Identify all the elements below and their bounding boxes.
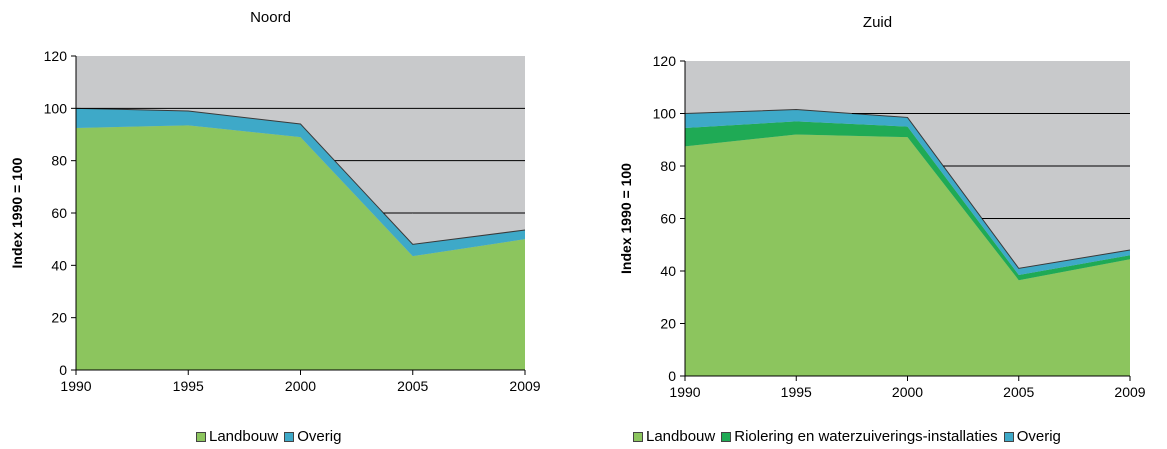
y-tick-label: 20 — [51, 310, 67, 326]
legend-noord: Landbouw Overig — [196, 428, 347, 445]
x-tick-label: 2005 — [1003, 384, 1034, 400]
area-landbouw — [685, 134, 1130, 376]
y-tick-label: 120 — [44, 48, 68, 64]
y-tick-label: 120 — [653, 53, 677, 69]
chart-noord-plot: 0 20 40 60 80 100 120 1990 1995 2000 2005 2009 Noord… — [9, 9, 541, 394]
legend-swatch — [284, 431, 295, 442]
x-tick-label: 2005 — [397, 378, 428, 394]
y-tick-label: 100 — [653, 106, 677, 122]
legend-item-landbouw: Landbouw — [196, 428, 278, 445]
y-tick-label: 0 — [59, 362, 67, 378]
x-tick-label: 1990 — [669, 384, 700, 400]
legend-swatch — [196, 431, 206, 442]
area-riolering-en-waterzuiverings-installaties — [685, 121, 1130, 281]
x-tick-label: 2000 — [285, 378, 316, 394]
y-tick-label: 80 — [660, 158, 676, 174]
chart-zuid: 0 20 40 60 80 100 120 1990 1995 2000 2005 2009 Zuid I… — [600, 0, 1167, 449]
y-tick-label: 20 — [660, 316, 676, 332]
chart-noord: 0 20 40 60 80 100 120 1990 1995 2000 2005 2009 Noord… — [0, 0, 570, 449]
y-tick-label: 80 — [51, 153, 67, 169]
x-tick-label: 1995 — [781, 384, 812, 400]
y-tick-label: 0 — [668, 368, 676, 384]
area-landbouw — [76, 125, 525, 370]
y-tick-label: 60 — [51, 205, 67, 221]
legend-label: Overig — [297, 428, 342, 445]
legend-label: Landbouw — [646, 428, 716, 445]
x-tick-label: 2009 — [509, 378, 540, 394]
chart-zuid-plot: 0 20 40 60 80 100 120 1990 1995 2000 2005 2009 Zuid I… — [618, 14, 1146, 400]
y-tick-label: 100 — [44, 100, 68, 116]
x-tick-label: 1990 — [60, 378, 91, 394]
y-tick-label: 40 — [51, 257, 67, 273]
chart-title: Zuid — [863, 14, 892, 31]
legend-item-overig: Overig — [284, 428, 341, 445]
y-tick-label: 40 — [660, 263, 676, 279]
stack-top-line — [75, 107, 526, 245]
legend-item-overig: Overig — [1003, 428, 1061, 445]
legend-label: Overig — [1016, 428, 1061, 445]
legend-item-riolering-en-waterzuiverings-installaties: Riolering en waterzuiverings-installatie… — [721, 428, 998, 445]
stack-top-line — [684, 109, 1131, 269]
x-tick-label: 1995 — [173, 378, 204, 394]
y-axis-label: Index 1990 = 100 — [618, 163, 634, 274]
x-tick-label: 2000 — [892, 384, 923, 400]
legend-label: Landbouw — [209, 428, 279, 445]
legend-swatch — [721, 431, 732, 442]
area-overig — [685, 109, 1130, 275]
legend-swatch — [633, 431, 643, 442]
x-tick-label: 2009 — [1114, 384, 1145, 400]
legend-swatch — [1003, 431, 1014, 442]
y-tick-label: 60 — [660, 211, 676, 227]
legend-item-landbouw: Landbouw — [633, 428, 715, 445]
area-overig — [76, 108, 525, 257]
legend-zuid: Landbouw Riolering en waterzuiverings-ins… — [633, 428, 1067, 445]
y-axis-label: Index 1990 = 100 — [9, 157, 25, 268]
chart-title: Noord — [250, 9, 291, 26]
legend-label: Riolering en waterzuiverings-installatie… — [734, 428, 998, 445]
